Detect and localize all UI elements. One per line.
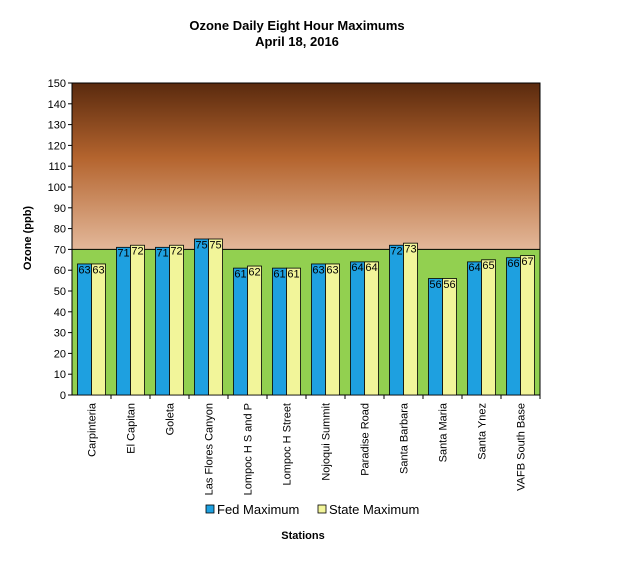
y-tick-label: 20 [54,348,66,360]
bar-state-maximum [364,261,379,396]
bar-fed-maximum [194,238,209,396]
x-axis-title: Stations [281,530,324,542]
bar-fed-maximum [155,246,170,396]
y-tick-label: 80 [54,224,66,236]
legend: Fed Maximum State Maximum [205,502,419,517]
data-label-state: 56 [443,279,455,291]
data-label-state: 63 [326,264,338,276]
data-label-fed: 63 [312,264,324,276]
y-tick-label: 120 [48,140,66,152]
bar-fed-maximum [77,263,92,396]
data-label-state: 72 [131,246,143,258]
data-label-fed: 61 [273,268,285,280]
x-tick-label: Santa Ynez [477,403,489,460]
bar-state-maximum [91,263,106,396]
legend-label-state: State Maximum [329,502,419,517]
data-label-state: 63 [92,264,104,276]
bar-fed-maximum [272,267,287,396]
data-label-state: 61 [287,268,299,280]
y-tick-label: 60 [54,265,66,277]
bar-state-maximum [442,278,457,396]
data-label-fed: 72 [390,246,402,258]
data-label-fed: 63 [78,264,90,276]
data-label-fed: 61 [234,268,246,280]
data-label-fed: 71 [156,248,168,260]
bar-fed-maximum [467,261,482,396]
bar-fed-maximum [233,267,248,396]
x-tick-label: Paradise Road [360,403,372,476]
data-label-state: 75 [209,239,221,251]
data-label-fed: 64 [351,262,363,274]
bar-state-maximum [325,263,340,396]
bar-state-maximum [520,255,535,396]
y-tick-label: 30 [54,328,66,340]
data-label-state: 73 [404,243,416,255]
x-tick-label: Goleta [165,402,177,435]
bar-fed-maximum [350,261,365,396]
chart-title: Ozone Daily Eight Hour Maximums [189,18,404,33]
data-label-state: 62 [248,266,260,278]
y-tick-label: 110 [48,161,66,173]
data-label-state: 65 [482,260,494,272]
y-tick-label: 40 [54,307,66,319]
data-label-state: 72 [170,246,182,258]
x-tick-label: VAFB South Base [516,403,528,491]
data-label-fed: 71 [117,248,129,260]
chart-subtitle: April 18, 2016 [255,34,339,49]
legend-label-fed: Fed Maximum [217,502,299,517]
legend-swatch-state [317,504,327,514]
y-tick-label: 100 [48,182,66,194]
bar-state-maximum [481,259,496,396]
data-label-fed: 64 [468,262,480,274]
y-tick-label: 90 [54,203,66,215]
bar-state-maximum [169,244,184,396]
data-label-fed: 75 [195,239,207,251]
y-tick-label: 70 [54,244,66,256]
bar-fed-maximum [389,244,404,396]
x-tick-label: Las Flores Canyon [204,403,216,495]
y-tick-label: 0 [60,390,66,402]
bar-state-maximum [130,244,145,396]
bar-fed-maximum [506,257,521,396]
bar-fed-maximum [428,278,443,396]
x-tick-label: Carpinteria [87,402,99,457]
background-above-threshold [72,83,540,250]
bar-state-maximum [247,265,262,396]
x-tick-label: Nojoqui Summit [321,403,333,481]
x-tick-label: El Capitan [126,403,138,454]
background-below-threshold [72,249,540,395]
data-label-fed: 56 [429,279,441,291]
y-tick-label: 50 [54,286,66,298]
data-label-state: 64 [365,262,377,274]
y-tick-label: 140 [48,99,66,111]
y-tick-label: 130 [48,120,66,132]
y-tick-label: 150 [48,78,66,90]
legend-swatch-fed [205,504,215,514]
x-tick-label: Santa Barbara [399,402,411,474]
bar-state-maximum [286,267,301,396]
bar-fed-maximum [116,246,131,396]
x-tick-label: Lompoc H Street [282,403,294,486]
bar-state-maximum [208,238,223,396]
data-label-fed: 66 [507,258,519,270]
x-tick-label: Santa Maria [438,402,450,462]
y-tick-label: 10 [54,369,66,381]
y-axis-title: Ozone (ppb) [22,206,34,270]
x-tick-label: Lompoc H S and P [243,403,255,495]
bar-state-maximum [403,242,418,396]
bar-fed-maximum [311,263,326,396]
data-label-state: 67 [521,256,533,268]
